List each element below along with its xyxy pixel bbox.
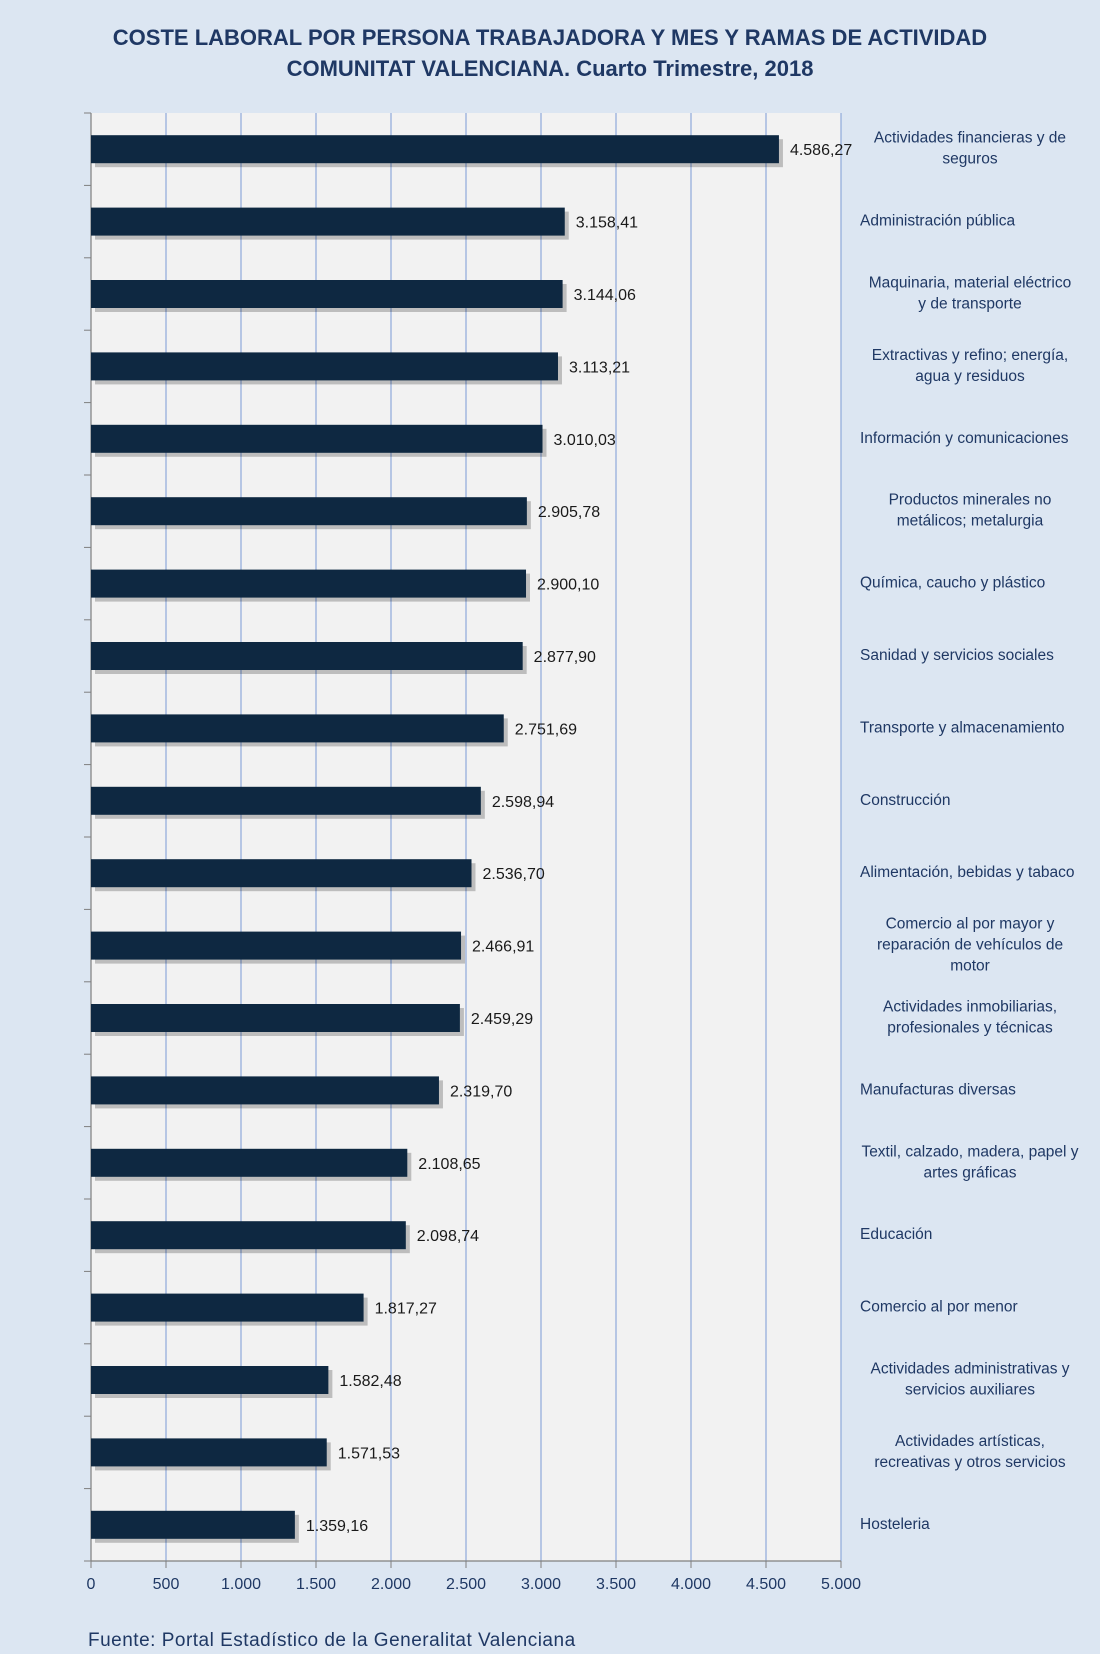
value-label: 2.598,94	[492, 794, 554, 811]
category-label: Actividades financieras y de	[874, 130, 1066, 147]
category-label: recreativas y otros servicios	[874, 1454, 1065, 1471]
bar	[91, 1148, 408, 1177]
bar	[91, 1004, 460, 1032]
value-label: 2.466,91	[472, 939, 534, 956]
value-label: 1.571,53	[338, 1445, 400, 1462]
bar	[91, 642, 523, 670]
bar	[91, 352, 558, 381]
value-label: 2.319,70	[450, 1083, 512, 1100]
value-label: 2.751,69	[515, 721, 577, 738]
x-tick-label: 5.000	[821, 1576, 861, 1593]
category-label: Manufacturas diversas	[860, 1081, 1016, 1098]
category-label: Comercio al por menor	[860, 1299, 1018, 1316]
value-label: 4.586,27	[790, 142, 852, 159]
category-label: Sanidad y servicios sociales	[860, 647, 1054, 664]
category-label: Comercio al por mayor y	[886, 916, 1055, 933]
chart-title-line-1: COSTE LABORAL POR PERSONA TRABAJADORA Y …	[112, 25, 988, 50]
category-label: Hosteleria	[860, 1516, 930, 1533]
category-label: Educación	[860, 1226, 932, 1243]
x-tick-label: 500	[153, 1576, 180, 1593]
x-tick-label: 0	[87, 1576, 96, 1593]
bar	[91, 135, 779, 164]
category-label: motor	[950, 958, 990, 975]
value-label: 3.158,41	[576, 215, 638, 232]
bar	[91, 1076, 439, 1105]
category-label: Extractivas y refino; energía,	[872, 347, 1068, 364]
value-label: 2.536,70	[483, 866, 545, 883]
value-label: 3.010,03	[554, 432, 616, 449]
bar	[91, 1438, 327, 1467]
x-tick-label: 2.500	[446, 1576, 486, 1593]
value-label: 2.900,10	[537, 577, 599, 594]
value-label: 2.877,90	[534, 649, 596, 666]
value-label: 1.359,16	[306, 1518, 368, 1535]
category-label: Transporte y almacenamiento	[860, 719, 1064, 736]
value-label: 1.817,27	[375, 1301, 437, 1318]
bar	[91, 786, 481, 815]
bar	[91, 1221, 406, 1250]
category-label: Información y comunicaciones	[860, 430, 1069, 447]
bar	[91, 569, 527, 598]
category-label: reparación de vehículos de	[877, 937, 1063, 954]
bar	[91, 859, 472, 888]
bar	[91, 497, 527, 526]
x-tick-label: 1.500	[296, 1576, 336, 1593]
bar	[91, 1366, 329, 1394]
category-label: y de transporte	[918, 296, 1021, 313]
category-label: Química, caucho y plástico	[860, 575, 1045, 592]
category-label: metálicos; metalurgia	[897, 513, 1044, 530]
bar	[91, 280, 563, 308]
bar	[91, 207, 565, 236]
category-label: Productos minerales no	[889, 492, 1052, 509]
x-tick-label: 3.000	[521, 1576, 561, 1593]
value-label: 2.905,78	[538, 504, 600, 521]
category-labels: Actividades financieras y de seguros Admin…	[860, 130, 1079, 1533]
bar	[91, 1293, 364, 1322]
value-label: 2.098,74	[417, 1228, 479, 1245]
bar	[91, 1510, 295, 1539]
x-tick-labels: 0 500 1.000 1.500 2.000 2.500 3.000 3.500 4.000 4…	[87, 1576, 862, 1593]
category-label: Administración pública	[860, 213, 1015, 230]
chart-title-line-2: COMUNITAT VALENCIANA. Cuarto Trimestre, …	[286, 56, 814, 81]
x-tick-label: 3.500	[596, 1576, 636, 1593]
chart-title: COSTE LABORAL POR PERSONA TRABAJADORA Y …	[0, 22, 1100, 84]
value-label: 1.582,48	[339, 1373, 401, 1390]
category-label: Actividades inmobiliarias,	[883, 999, 1057, 1016]
category-label: Actividades administrativas y	[871, 1361, 1070, 1378]
category-label: Actividades artísticas,	[895, 1433, 1045, 1450]
bars	[91, 135, 783, 1543]
value-label: 3.144,06	[574, 287, 636, 304]
category-label: agua y residuos	[915, 368, 1025, 385]
value-labels: 4.586,27 3.158,41 3.144,06 3.113,21 3.010,03…	[306, 142, 852, 1535]
category-label: Alimentación, bebidas y tabaco	[860, 864, 1075, 881]
category-label: Construcción	[860, 792, 950, 809]
category-label: artes gráficas	[923, 1164, 1016, 1181]
bar	[91, 714, 504, 743]
x-tick-label: 4.500	[746, 1576, 786, 1593]
category-label: seguros	[942, 151, 997, 168]
x-tick-label: 1.000	[221, 1576, 261, 1593]
source-note: Fuente: Portal Estadístico de la General…	[88, 1630, 576, 1651]
category-label: Textil, calzado, madera, papel y	[861, 1143, 1078, 1160]
category-label: Maquinaria, material eléctrico	[869, 275, 1071, 292]
x-tick-label: 2.000	[371, 1576, 411, 1593]
bar	[91, 424, 543, 453]
x-tick-label: 4.000	[671, 1576, 711, 1593]
value-label: 3.113,21	[569, 359, 630, 376]
category-label: profesionales y técnicas	[887, 1020, 1053, 1037]
value-label: 2.459,29	[471, 1011, 533, 1028]
category-label: servicios auxiliares	[905, 1382, 1035, 1399]
bar	[91, 931, 462, 960]
value-label: 2.108,65	[418, 1156, 480, 1173]
